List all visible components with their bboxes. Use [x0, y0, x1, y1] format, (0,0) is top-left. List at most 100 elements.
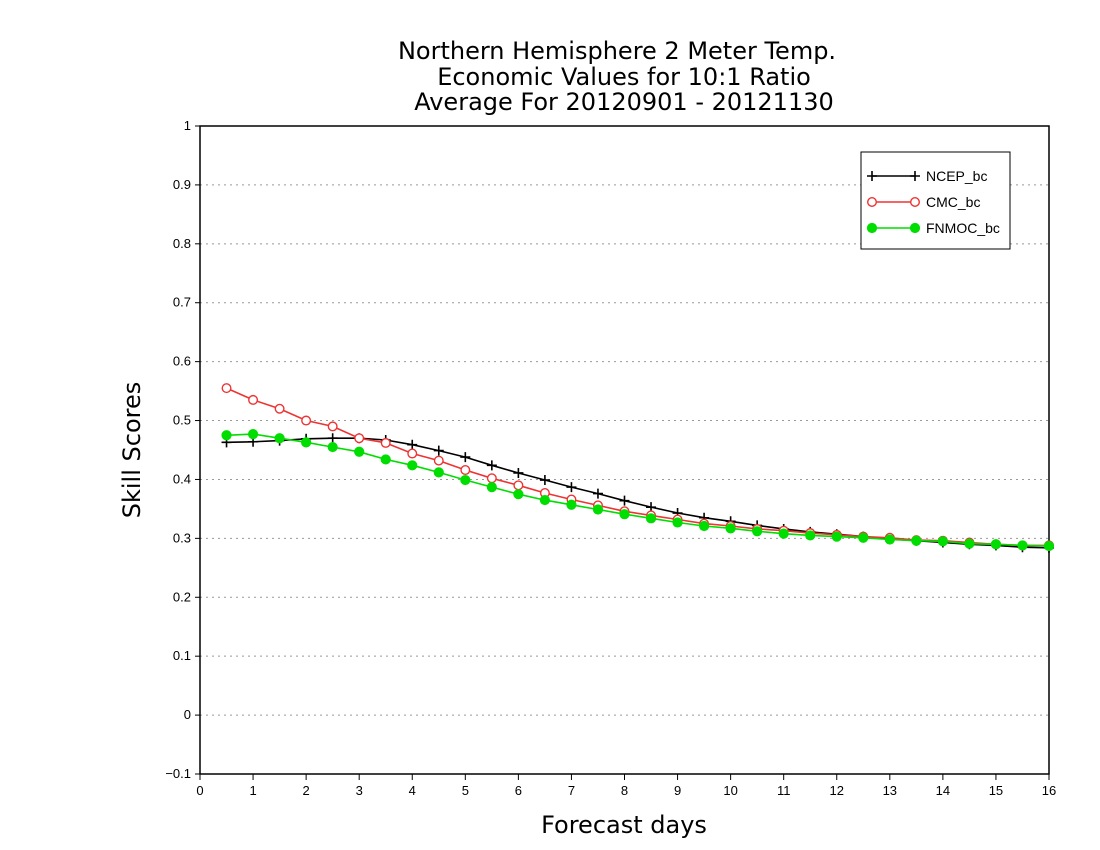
gridlines [200, 184, 1049, 716]
data-point-CMC_bc [407, 448, 418, 459]
y-tick-label: 0.1 [173, 648, 191, 663]
x-tick-label: 13 [883, 783, 897, 798]
x-tick-label: 2 [303, 783, 310, 798]
data-point-FNMOC_bc [778, 528, 789, 539]
data-point-FNMOC_bc [407, 460, 418, 471]
x-tick-label: 0 [196, 783, 203, 798]
data-point-FNMOC_bc [460, 474, 471, 486]
data-point-CMC_bc [274, 403, 285, 414]
data-point-FNMOC_bc [221, 430, 232, 441]
data-point-FNMOC_bc [831, 531, 842, 542]
chart-title: Northern Hemisphere 2 Meter Temp. Econom… [398, 37, 836, 116]
data-point-NCEP_bc [513, 467, 524, 478]
series-layer [221, 383, 1055, 553]
data-point-FNMOC_bc [911, 535, 922, 546]
legend-marker-FNMOC_bc [866, 222, 878, 234]
legend-marker-CMC_bc [867, 196, 878, 207]
legend-marker-FNMOC_bc [909, 222, 921, 234]
data-point-FNMOC_bc [433, 467, 444, 478]
data-point-FNMOC_bc [539, 494, 551, 506]
legend-label: NCEP_bc [926, 168, 987, 184]
data-point-FNMOC_bc [858, 532, 869, 543]
data-point-NCEP_bc [460, 452, 471, 463]
y-tick-label: −0.1 [165, 766, 191, 781]
legend: NCEP_bc CMC_bc FNMOC_bc [860, 151, 1011, 250]
x-tick-label: 12 [830, 783, 844, 798]
data-point-FNMOC_bc [990, 539, 1002, 550]
data-point-FNMOC_bc [592, 504, 604, 515]
data-point-FNMOC_bc [1043, 540, 1055, 552]
legend-marker-CMC_bc [910, 196, 921, 207]
y-tick-label: 1 [184, 118, 191, 133]
data-point-FNMOC_bc [619, 509, 630, 520]
legend-marker-NCEP_bc [867, 171, 877, 181]
data-point-FNMOC_bc [354, 446, 365, 457]
data-point-FNMOC_bc [301, 437, 312, 448]
legend-entry: NCEP_bc [867, 168, 987, 184]
series-CMC_bc [221, 383, 1054, 551]
data-point-CMC_bc [301, 415, 312, 426]
y-tick-label: 0.6 [173, 354, 191, 369]
data-point-FNMOC_bc [752, 526, 763, 537]
series-line-FNMOC_bc [226, 433, 1050, 547]
legend-label: CMC_bc [926, 194, 980, 210]
y-tick-label: 0.4 [173, 471, 191, 486]
series-line-CMC_bc [226, 387, 1049, 547]
legend-entry: FNMOC_bc [866, 220, 1000, 236]
x-tick-label: 1 [249, 783, 256, 798]
data-point-CMC_bc [433, 455, 444, 466]
data-point-NCEP_bc [486, 460, 497, 471]
data-point-NCEP_bc [619, 495, 630, 506]
y-tick-label: 0.9 [173, 177, 191, 192]
y-tick-label: 0.2 [173, 589, 191, 604]
title-line-1: Northern Hemisphere 2 Meter Temp. [398, 37, 836, 65]
data-point-FNMOC_bc [247, 428, 259, 440]
data-point-FNMOC_bc [725, 523, 736, 534]
title-line-2: Economic Values for 10:1 Ratio [437, 63, 811, 91]
x-tick-label: 6 [515, 783, 522, 798]
series-line-NCEP_bc [226, 437, 1050, 549]
x-tick-label: 10 [723, 783, 737, 798]
data-point-NCEP_bc [407, 439, 418, 450]
data-point-CMC_bc [380, 437, 391, 448]
y-tick-label: 0.7 [173, 295, 191, 310]
data-point-CMC_bc [486, 473, 497, 484]
data-point-FNMOC_bc [566, 499, 577, 510]
y-tick-label: 0.8 [173, 236, 191, 251]
data-point-CMC_bc [460, 465, 471, 476]
data-point-CMC_bc [221, 383, 232, 394]
data-point-NCEP_bc [539, 475, 550, 486]
y-tick-label: 0.5 [173, 413, 191, 428]
x-tick-label: 11 [777, 783, 791, 798]
data-point-FNMOC_bc [327, 441, 338, 453]
data-point-CMC_bc [327, 421, 338, 432]
legend-box [860, 151, 1011, 250]
data-point-CMC_bc [513, 480, 524, 491]
data-point-FNMOC_bc [672, 517, 683, 528]
data-point-FNMOC_bc [486, 482, 497, 493]
data-point-FNMOC_bc [964, 538, 975, 549]
x-tick-label: 9 [674, 783, 681, 798]
x-tick-label: 8 [621, 783, 628, 798]
data-point-CMC_bc [354, 433, 365, 444]
data-point-NCEP_bc [327, 433, 338, 444]
legend-entry: CMC_bc [867, 194, 980, 210]
title-line-3: Average For 20120901 - 20121130 [414, 88, 834, 116]
series-NCEP_bc [221, 433, 1054, 553]
data-point-FNMOC_bc [380, 454, 391, 465]
x-tick-label: 15 [989, 783, 1003, 798]
legend-marker-NCEP_bc [910, 171, 920, 181]
x-tick-label: 16 [1042, 783, 1056, 798]
data-point-NCEP_bc [592, 488, 603, 499]
y-axis-label: Skill Scores [118, 382, 146, 519]
x-tick-label: 14 [936, 783, 950, 798]
y-tick-label: 0 [184, 707, 191, 722]
y-tick-label: 0.3 [173, 530, 191, 545]
x-tick-label: 7 [568, 783, 575, 798]
legend-label: FNMOC_bc [926, 220, 1000, 236]
axis-ticks: −0.100.10.20.30.40.50.60.70.80.910 1 2 3 4 5 6… [165, 118, 1056, 798]
data-point-FNMOC_bc [645, 513, 657, 524]
x-axis-label: Forecast days [541, 811, 707, 839]
x-tick-label: 3 [356, 783, 363, 798]
